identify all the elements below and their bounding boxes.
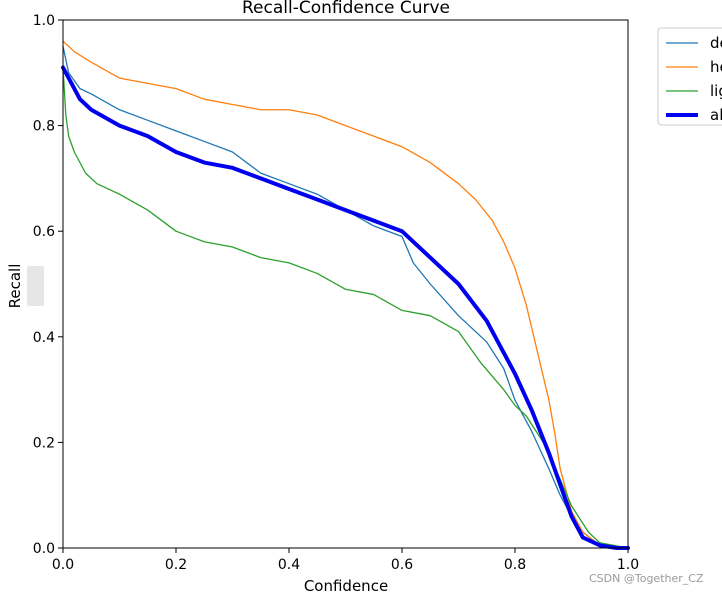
series-line-de — [62, 45, 629, 549]
y-tick-label: 0.0 — [33, 541, 55, 557]
legend-box — [657, 27, 722, 126]
y-axis-label-group: Recall — [6, 264, 44, 309]
legend-items: de he lig al — [666, 34, 722, 124]
x-axis-label: Confidence — [304, 577, 388, 592]
series-line-he — [62, 40, 629, 549]
x-axis-ticks: 0.0 0.2 0.4 0.6 0.8 1.0 — [52, 548, 639, 573]
x-tick-label: 0.8 — [504, 557, 526, 573]
y-tick-label: 0.6 — [33, 224, 55, 240]
y-tick-label: 0.2 — [33, 435, 55, 451]
series-line-al — [61, 65, 630, 550]
y-axis-label-highlight — [27, 266, 44, 306]
legend-label-he: he — [710, 58, 722, 76]
plot-frame — [62, 19, 629, 549]
y-axis-ticks: 0.0 0.2 0.4 0.6 0.8 1.0 — [33, 13, 63, 557]
plot-content — [61, 40, 630, 550]
y-axis-label: Recall — [6, 264, 24, 309]
legend-label-de: de — [710, 34, 722, 52]
x-tick-label: 0.0 — [52, 557, 74, 573]
legend: de he lig al — [657, 27, 722, 126]
x-tick-label: 0.2 — [165, 557, 187, 573]
legend-label-al: al — [710, 106, 722, 124]
y-tick-label: 0.8 — [33, 119, 55, 135]
series-line-lig — [62, 66, 629, 549]
x-tick-label: 0.6 — [391, 557, 413, 573]
y-tick-label: 1.0 — [33, 13, 55, 29]
legend-label-lig: lig — [710, 82, 722, 100]
x-tick-label: 1.0 — [617, 557, 639, 573]
chart-title: Recall-Confidence Curve — [242, 0, 450, 18]
x-tick-label: 0.4 — [278, 557, 300, 573]
y-tick-label: 0.4 — [33, 330, 55, 346]
watermark: CSDN @Together_CZ — [589, 572, 704, 585]
